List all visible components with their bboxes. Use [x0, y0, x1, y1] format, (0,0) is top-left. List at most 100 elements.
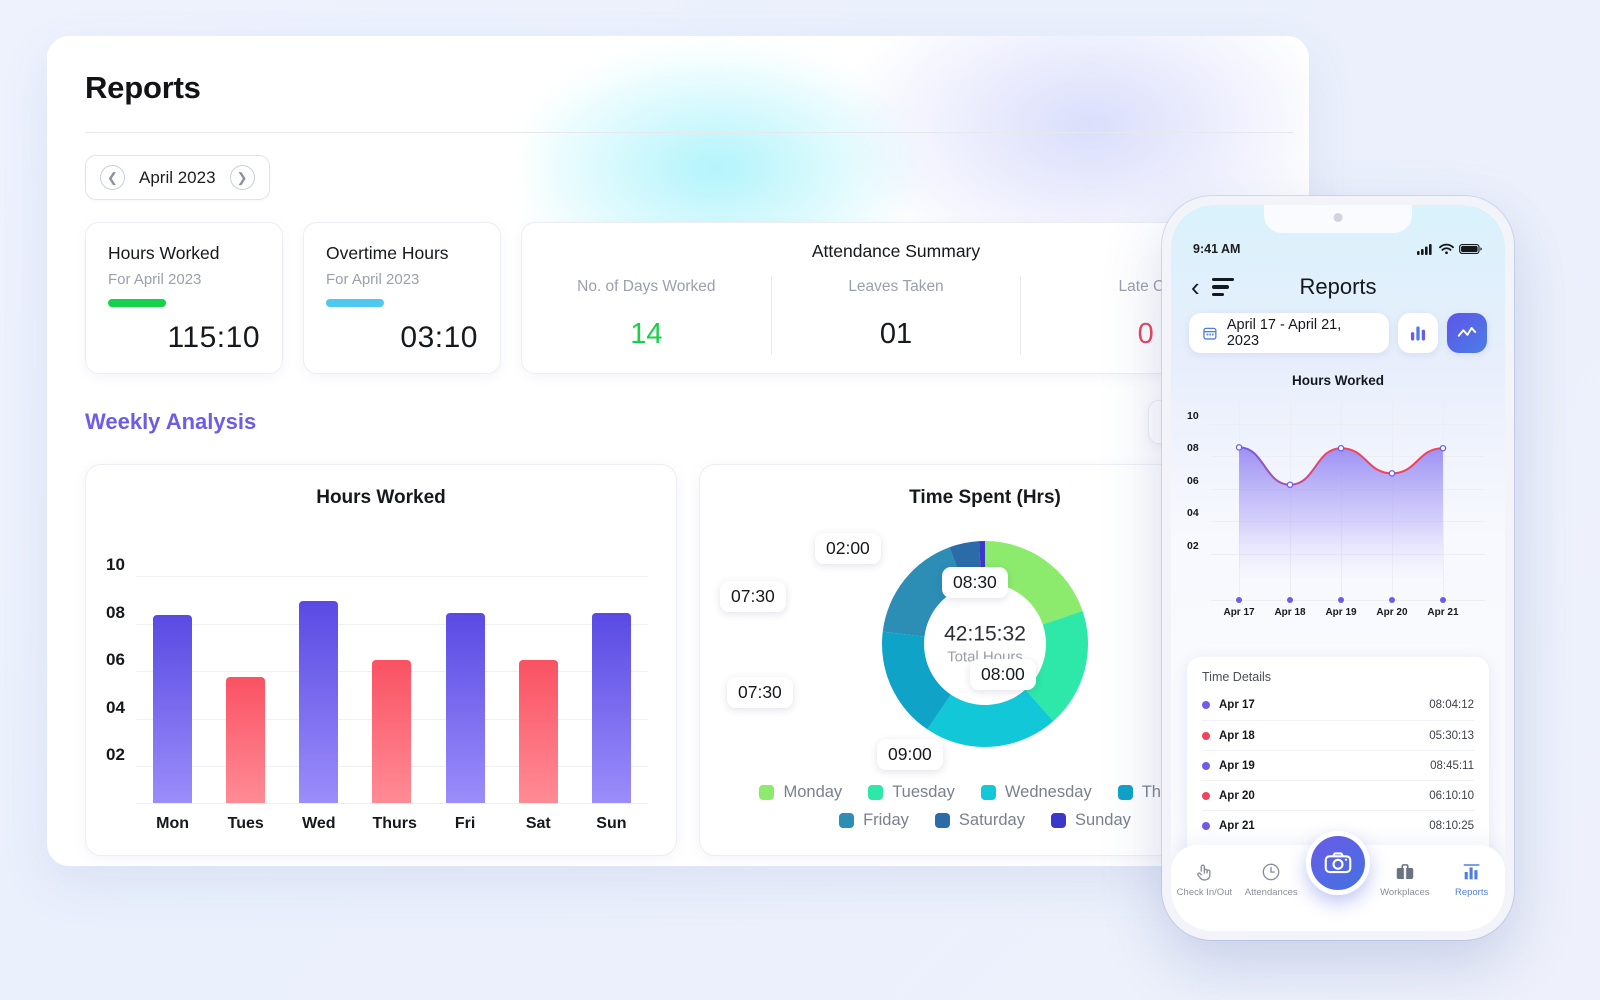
- phone-tab-bar: Check In/Out Attendances Workplaces: [1171, 831, 1505, 931]
- bar[interactable]: [591, 612, 631, 803]
- donut-value-label: 07:30: [720, 581, 786, 612]
- front-camera-icon: [1333, 213, 1343, 222]
- chevron-right-icon[interactable]: ❯: [229, 165, 255, 190]
- legend-item[interactable]: Sunday: [1050, 811, 1131, 830]
- bar-column[interactable]: [518, 551, 558, 803]
- tab-check-in-out[interactable]: Check In/Out: [1171, 861, 1238, 898]
- phone-chart-axis-line: [1211, 600, 1485, 601]
- donut-value-label: 02:00: [815, 533, 881, 564]
- stat-title: Overtime Hours: [326, 243, 449, 263]
- time-details-day: Apr 17: [1219, 699, 1255, 711]
- phone-chart-x-dot: [1388, 597, 1395, 603]
- time-details-day: Apr 20: [1219, 789, 1255, 802]
- time-details-row[interactable]: Apr 21 08:10:25: [1202, 810, 1474, 840]
- time-details-row[interactable]: Apr 20 06:10:10: [1202, 780, 1474, 810]
- bar[interactable]: [372, 660, 412, 803]
- bar-column[interactable]: [372, 551, 412, 803]
- time-details-day: Apr 18: [1219, 729, 1255, 742]
- bar[interactable]: [518, 660, 558, 803]
- tab-attendances[interactable]: Attendances: [1238, 861, 1305, 898]
- time-details-row[interactable]: Apr 18 05:30:13: [1202, 720, 1474, 750]
- phone-chart-x-dot: [1287, 597, 1294, 603]
- stats-row: Hours Worked For April 2023 115:10 Overt…: [85, 222, 1271, 374]
- battery-icon: [1459, 244, 1482, 254]
- phone-chart-x-label: Apr 21: [1427, 607, 1459, 618]
- phone-chart-data-point[interactable]: [1388, 470, 1396, 477]
- bar-chart-x-label: Tues: [227, 815, 264, 832]
- legend-item[interactable]: Friday: [839, 811, 909, 830]
- time-details-row[interactable]: Apr 19 08:45:11: [1202, 750, 1474, 780]
- legend-item[interactable]: Monday: [759, 783, 842, 802]
- line-chart-toggle-button[interactable]: [1447, 313, 1487, 353]
- tab-reports[interactable]: Reports: [1438, 861, 1505, 898]
- donut-segment[interactable]: [882, 631, 951, 730]
- phone-chart-data-point[interactable]: [1286, 481, 1294, 488]
- stat-subtitle: For April 2023: [108, 271, 202, 288]
- bar-column[interactable]: [226, 551, 266, 803]
- bar-column[interactable]: [591, 551, 631, 803]
- phone-mockup: 9:41 AM: [1162, 196, 1514, 940]
- bar[interactable]: [445, 612, 485, 803]
- date-range-picker[interactable]: April 17 - April 21, 2023: [1189, 313, 1389, 353]
- time-details-row[interactable]: Apr 17 08:04:12: [1202, 690, 1474, 720]
- line-chart-icon: [1457, 326, 1477, 337]
- attendance-col-label: Leaves Taken: [848, 278, 944, 295]
- tab-label: Attendances: [1244, 887, 1298, 898]
- legend-swatch: [1117, 785, 1133, 800]
- donut-segment[interactable]: [927, 689, 1054, 747]
- phone-chart-x-label: Apr 17: [1223, 607, 1255, 618]
- legend-label: Saturday: [958, 811, 1025, 829]
- bar-column[interactable]: [299, 551, 339, 803]
- phone-area-chart-plot: 10 08 06 04 02 Apr 17 Apr 18 Apr 19 Apr 20 Apr 21: [1185, 398, 1491, 618]
- bar-chart-x-label: Mon: [156, 815, 189, 832]
- tab-label: Reports: [1454, 887, 1489, 898]
- phone-chart-data-point[interactable]: [1235, 444, 1243, 451]
- time-details-duration: 06:10:10: [1429, 789, 1474, 802]
- time-details-duration: 08:10:25: [1429, 819, 1474, 832]
- phone-chart-y-tick: 08: [1187, 442, 1199, 455]
- bar[interactable]: [226, 677, 266, 803]
- bar-column[interactable]: [445, 551, 485, 803]
- stat-subtitle: For April 2023: [326, 271, 420, 288]
- donut-segment[interactable]: [1025, 611, 1088, 722]
- bar-column[interactable]: [153, 551, 193, 803]
- donut-segment[interactable]: [985, 541, 1083, 625]
- phone-chart-title: Hours Worked: [1291, 373, 1384, 388]
- bar-chart-y-tick: 10: [106, 555, 125, 575]
- bar-chart-x-axis: Mon Tues Wed Thurs Fri Sat Sun: [136, 815, 648, 833]
- time-details-day: Apr 19: [1219, 759, 1255, 772]
- bar[interactable]: [153, 615, 193, 803]
- bar-chart-y-tick: 08: [106, 602, 125, 622]
- time-details-duration: 08:45:11: [1430, 759, 1474, 772]
- phone-chart-x-dot: [1439, 597, 1446, 603]
- camera-fab-button[interactable]: [1306, 831, 1370, 895]
- attendance-col-value: 0: [1137, 318, 1154, 350]
- phone-notch: [1264, 205, 1412, 233]
- bar-chart-y-tick: 06: [106, 650, 125, 670]
- phone-chart-y-tick: 04: [1187, 507, 1199, 520]
- bar-chart-y-tick: 04: [106, 697, 125, 717]
- bar[interactable]: [299, 600, 339, 803]
- bar-chart-toggle-button[interactable]: [1398, 313, 1438, 353]
- attendance-col-value: 14: [630, 318, 663, 350]
- phone-chart-data-point[interactable]: [1337, 444, 1345, 452]
- legend-item[interactable]: Saturday: [934, 811, 1025, 830]
- donut-value-label: 07:30: [727, 677, 793, 708]
- status-dot: [1202, 701, 1210, 709]
- phone-chart-data-point[interactable]: [1439, 444, 1447, 452]
- time-details-day: Apr 21: [1219, 819, 1255, 832]
- stat-value: 03:10: [400, 321, 478, 354]
- chevron-left-icon[interactable]: ❮: [100, 165, 125, 190]
- bar-chart-axis-line: [136, 803, 648, 804]
- month-selector[interactable]: ❮ April 2023 ❯: [85, 155, 270, 200]
- tab-workplaces[interactable]: Workplaces: [1371, 861, 1438, 898]
- phone-chart-card: Hours Worked 10 08 06 04 02 Apr 17 Apr 18 Apr 1…: [1171, 365, 1505, 635]
- legend-item[interactable]: Wednesday: [980, 783, 1092, 802]
- attendance-col-late-checkin: Late Ch 0: [1020, 276, 1270, 355]
- legend-label: Tuesday: [892, 783, 955, 801]
- donut-svg: [882, 541, 1088, 747]
- legend-label: Monday: [783, 783, 843, 801]
- wifi-icon: [1439, 243, 1454, 255]
- legend-item[interactable]: Tuesday: [868, 783, 955, 802]
- donut-value-label: 08:00: [970, 659, 1036, 690]
